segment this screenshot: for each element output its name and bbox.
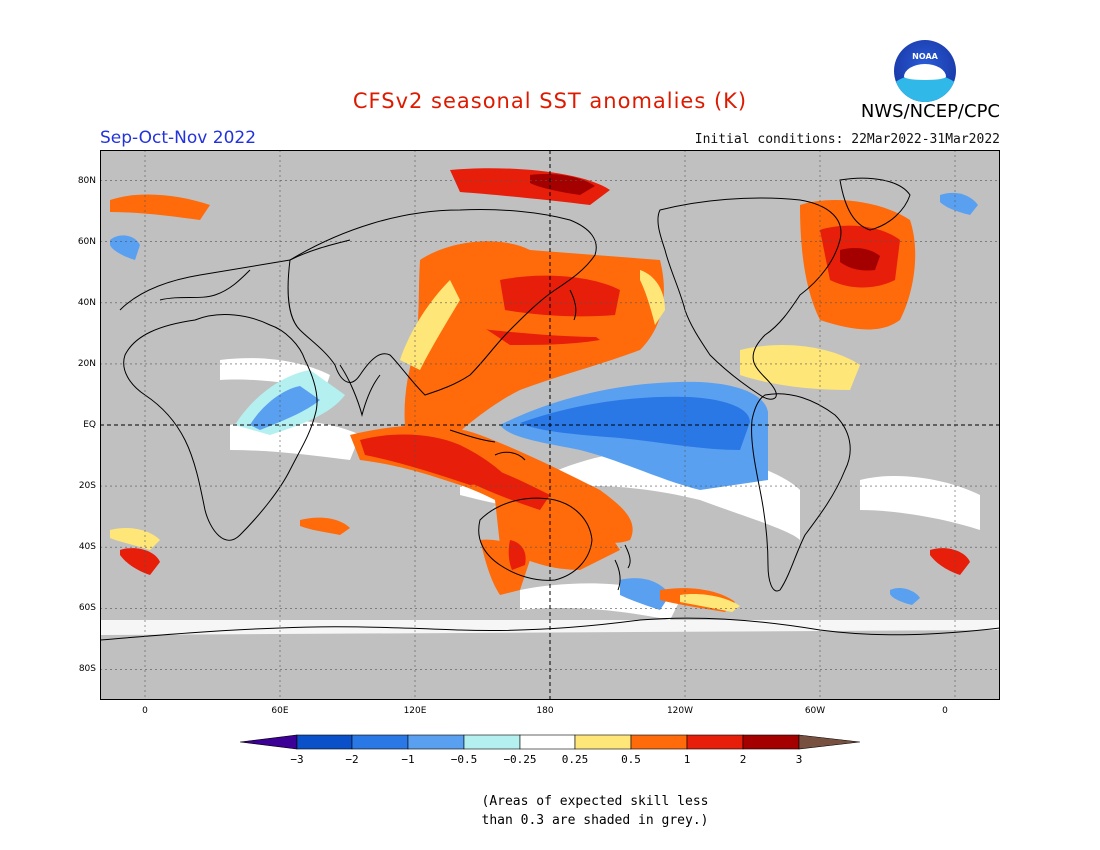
lat-label-eq: EQ — [83, 420, 96, 430]
season-label: Sep-Oct-Nov 2022 — [100, 128, 257, 148]
lat-label-40n: 40N — [77, 298, 96, 308]
colorbar-swatch-below — [239, 734, 298, 750]
colorbar-tick-label: −0.5 — [451, 753, 478, 766]
skill-note-line-1: (Areas of expected skill less — [481, 794, 709, 809]
initial-conditions-label: Initial conditions: 22Mar2022-31Mar2022 — [694, 132, 1000, 147]
colorbar: −3 −2 −1 −0.5 −0.25 0.25 0.5 1 2 3 — [239, 733, 861, 769]
colorbar-tick-label: −3 — [290, 753, 303, 766]
anomaly-shading — [100, 168, 1000, 635]
colorbar-tick-label: −2 — [345, 753, 358, 766]
skill-note: (Areas of expected skill less than 0.3 a… — [0, 792, 1100, 830]
colorbar-tick-label: 2 — [740, 753, 747, 766]
colorbar-tick-label: 0.25 — [562, 753, 589, 766]
colorbar-tick-label: −1 — [401, 753, 414, 766]
colorbar-swatch — [574, 734, 632, 750]
lat-label-60s: 60S — [78, 603, 96, 613]
lat-label-80s: 80S — [78, 664, 96, 674]
noaa-logo-icon: NOAA — [894, 40, 956, 102]
colorbar-tick-label: 3 — [796, 753, 803, 766]
lon-label-60e: 60E — [271, 706, 289, 716]
sst-anomaly-map — [99, 149, 1001, 701]
lon-label-120w: 120W — [666, 706, 694, 716]
colorbar-swatch — [742, 734, 800, 750]
colorbar-swatch — [630, 734, 688, 750]
colorbar-swatch — [351, 734, 409, 750]
lat-label-60n: 60N — [77, 237, 96, 247]
organization-label: NWS/NCEP/CPC — [860, 101, 1000, 122]
lat-label-80n: 80N — [77, 176, 96, 186]
lat-label-20s: 20S — [78, 481, 96, 491]
colorbar-swatch-above — [798, 734, 861, 750]
lat-label-20n: 20N — [77, 359, 96, 369]
colorbar-tick-label: 0.5 — [621, 753, 641, 766]
colorbar-swatch — [407, 734, 465, 750]
lon-label-0-east: 0 — [942, 706, 948, 716]
colorbar-svg: −3 −2 −1 −0.5 −0.25 0.25 0.5 1 2 3 — [239, 734, 861, 766]
colorbar-swatch — [463, 734, 521, 750]
colorbar-swatch — [296, 734, 353, 750]
logo-text: NOAA — [912, 52, 938, 61]
lat-label-40s: 40S — [78, 542, 96, 552]
colorbar-swatch — [686, 734, 744, 750]
colorbar-tick-label: 1 — [684, 753, 691, 766]
chart-title: CFSv2 seasonal SST anomalies (K) — [352, 89, 748, 113]
lon-label-60w: 60W — [804, 706, 826, 716]
colorbar-tick-label: −0.25 — [503, 753, 536, 766]
lon-label-120e: 120E — [403, 706, 427, 716]
lon-label-0: 0 — [142, 706, 148, 716]
skill-note-line-2: than 0.3 are shaded in grey.) — [481, 813, 709, 828]
map-svg — [99, 149, 1001, 701]
colorbar-swatch — [519, 734, 576, 750]
lon-label-180: 180 — [536, 706, 554, 716]
